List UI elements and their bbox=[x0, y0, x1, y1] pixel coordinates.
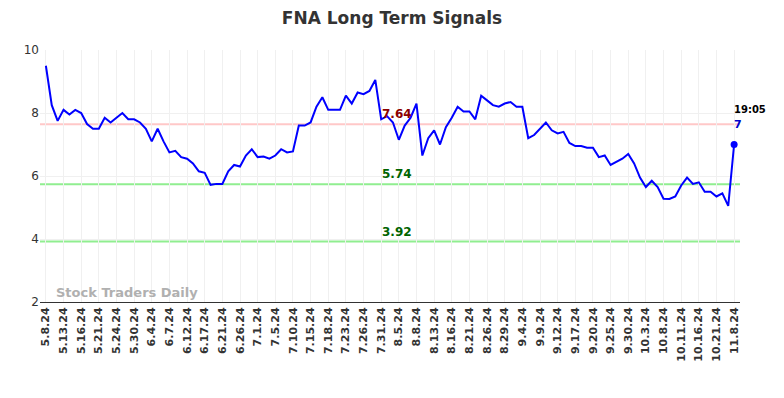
svg-text:7: 7 bbox=[734, 118, 742, 131]
svg-text:8.13.24: 8.13.24 bbox=[428, 307, 441, 354]
svg-text:10.3.24: 10.3.24 bbox=[639, 307, 652, 354]
svg-text:5.74: 5.74 bbox=[382, 167, 412, 181]
svg-text:8.26.24: 8.26.24 bbox=[481, 307, 494, 354]
svg-text:5.13.24: 5.13.24 bbox=[57, 307, 70, 354]
svg-text:2: 2 bbox=[31, 295, 39, 309]
svg-text:4: 4 bbox=[31, 232, 39, 246]
svg-text:10.21.24: 10.21.24 bbox=[710, 307, 723, 362]
svg-text:6: 6 bbox=[31, 169, 39, 183]
svg-text:6.12.24: 6.12.24 bbox=[181, 307, 194, 354]
svg-text:9.12.24: 9.12.24 bbox=[551, 307, 564, 354]
svg-text:19:05: 19:05 bbox=[734, 104, 766, 115]
svg-text:5.8.24: 5.8.24 bbox=[39, 307, 52, 346]
svg-text:6.26.24: 6.26.24 bbox=[234, 307, 247, 354]
svg-text:7.15.24: 7.15.24 bbox=[304, 307, 317, 354]
svg-text:8: 8 bbox=[31, 106, 39, 120]
svg-text:8.29.24: 8.29.24 bbox=[498, 307, 511, 354]
svg-text:7.10.24: 7.10.24 bbox=[287, 307, 300, 354]
svg-text:6.7.24: 6.7.24 bbox=[163, 307, 176, 346]
svg-text:10: 10 bbox=[24, 43, 39, 57]
svg-text:FNA Long Term Signals: FNA Long Term Signals bbox=[282, 8, 502, 28]
svg-text:7.1.24: 7.1.24 bbox=[251, 307, 264, 346]
svg-text:3.92: 3.92 bbox=[382, 225, 412, 239]
svg-text:7.18.24: 7.18.24 bbox=[322, 307, 335, 354]
svg-text:10.16.24: 10.16.24 bbox=[692, 307, 705, 362]
svg-text:7.23.24: 7.23.24 bbox=[339, 307, 352, 354]
svg-text:6.17.24: 6.17.24 bbox=[198, 307, 211, 354]
svg-text:8.21.24: 8.21.24 bbox=[463, 307, 476, 354]
svg-text:5.21.24: 5.21.24 bbox=[92, 307, 105, 354]
svg-text:9.17.24: 9.17.24 bbox=[569, 307, 582, 354]
svg-text:6.21.24: 6.21.24 bbox=[216, 307, 229, 354]
svg-text:11.8.24: 11.8.24 bbox=[728, 307, 741, 354]
svg-text:8.5.24: 8.5.24 bbox=[392, 307, 405, 346]
svg-text:7.26.24: 7.26.24 bbox=[357, 307, 370, 354]
svg-text:Stock Traders Daily: Stock Traders Daily bbox=[56, 285, 198, 300]
svg-text:6.4.24: 6.4.24 bbox=[145, 307, 158, 346]
svg-text:5.30.24: 5.30.24 bbox=[128, 307, 141, 354]
svg-text:9.4.24: 9.4.24 bbox=[516, 307, 529, 346]
svg-text:8.8.24: 8.8.24 bbox=[410, 307, 423, 346]
svg-text:5.24.24: 5.24.24 bbox=[110, 307, 123, 354]
svg-text:10.11.24: 10.11.24 bbox=[675, 307, 688, 362]
svg-text:8.16.24: 8.16.24 bbox=[445, 307, 458, 354]
svg-text:7.5.24: 7.5.24 bbox=[269, 307, 282, 346]
svg-text:10.8.24: 10.8.24 bbox=[657, 307, 670, 354]
svg-text:9.30.24: 9.30.24 bbox=[622, 307, 635, 354]
svg-text:7.31.24: 7.31.24 bbox=[375, 307, 388, 354]
svg-text:5.16.24: 5.16.24 bbox=[75, 307, 88, 354]
svg-text:9.20.24: 9.20.24 bbox=[587, 307, 600, 354]
svg-text:9.9.24: 9.9.24 bbox=[534, 307, 547, 346]
svg-text:7.64: 7.64 bbox=[382, 107, 412, 121]
svg-text:9.25.24: 9.25.24 bbox=[604, 307, 617, 354]
